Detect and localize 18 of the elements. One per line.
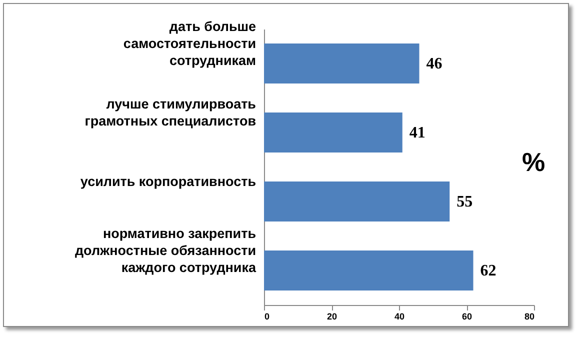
data-label: 62 <box>480 262 496 280</box>
data-label: 46 <box>426 56 442 72</box>
data-label: 41 <box>409 124 426 142</box>
x-tick-label: 40 <box>394 312 405 322</box>
data-label: 55 <box>456 194 473 210</box>
bar <box>264 43 420 84</box>
y-tick-label: нормативно закрепить должностные обязанности каждого сотрудника <box>74 226 256 275</box>
annotation: % <box>522 147 546 178</box>
x-tick-label: 80 <box>524 312 534 322</box>
bar <box>264 112 402 153</box>
y-tick-label: лучше стимулирвоать грамотных специалистов <box>84 96 256 128</box>
bar <box>264 250 474 291</box>
y-tick-label: усилить корпоративность <box>80 174 256 189</box>
x-tick-label: 0 <box>264 312 270 322</box>
bar <box>264 181 450 222</box>
x-tick-label: 20 <box>326 312 338 322</box>
y-tick-label: дать больше самостоятельности сотрудникам <box>123 18 256 68</box>
x-tick-label: 60 <box>462 312 472 322</box>
